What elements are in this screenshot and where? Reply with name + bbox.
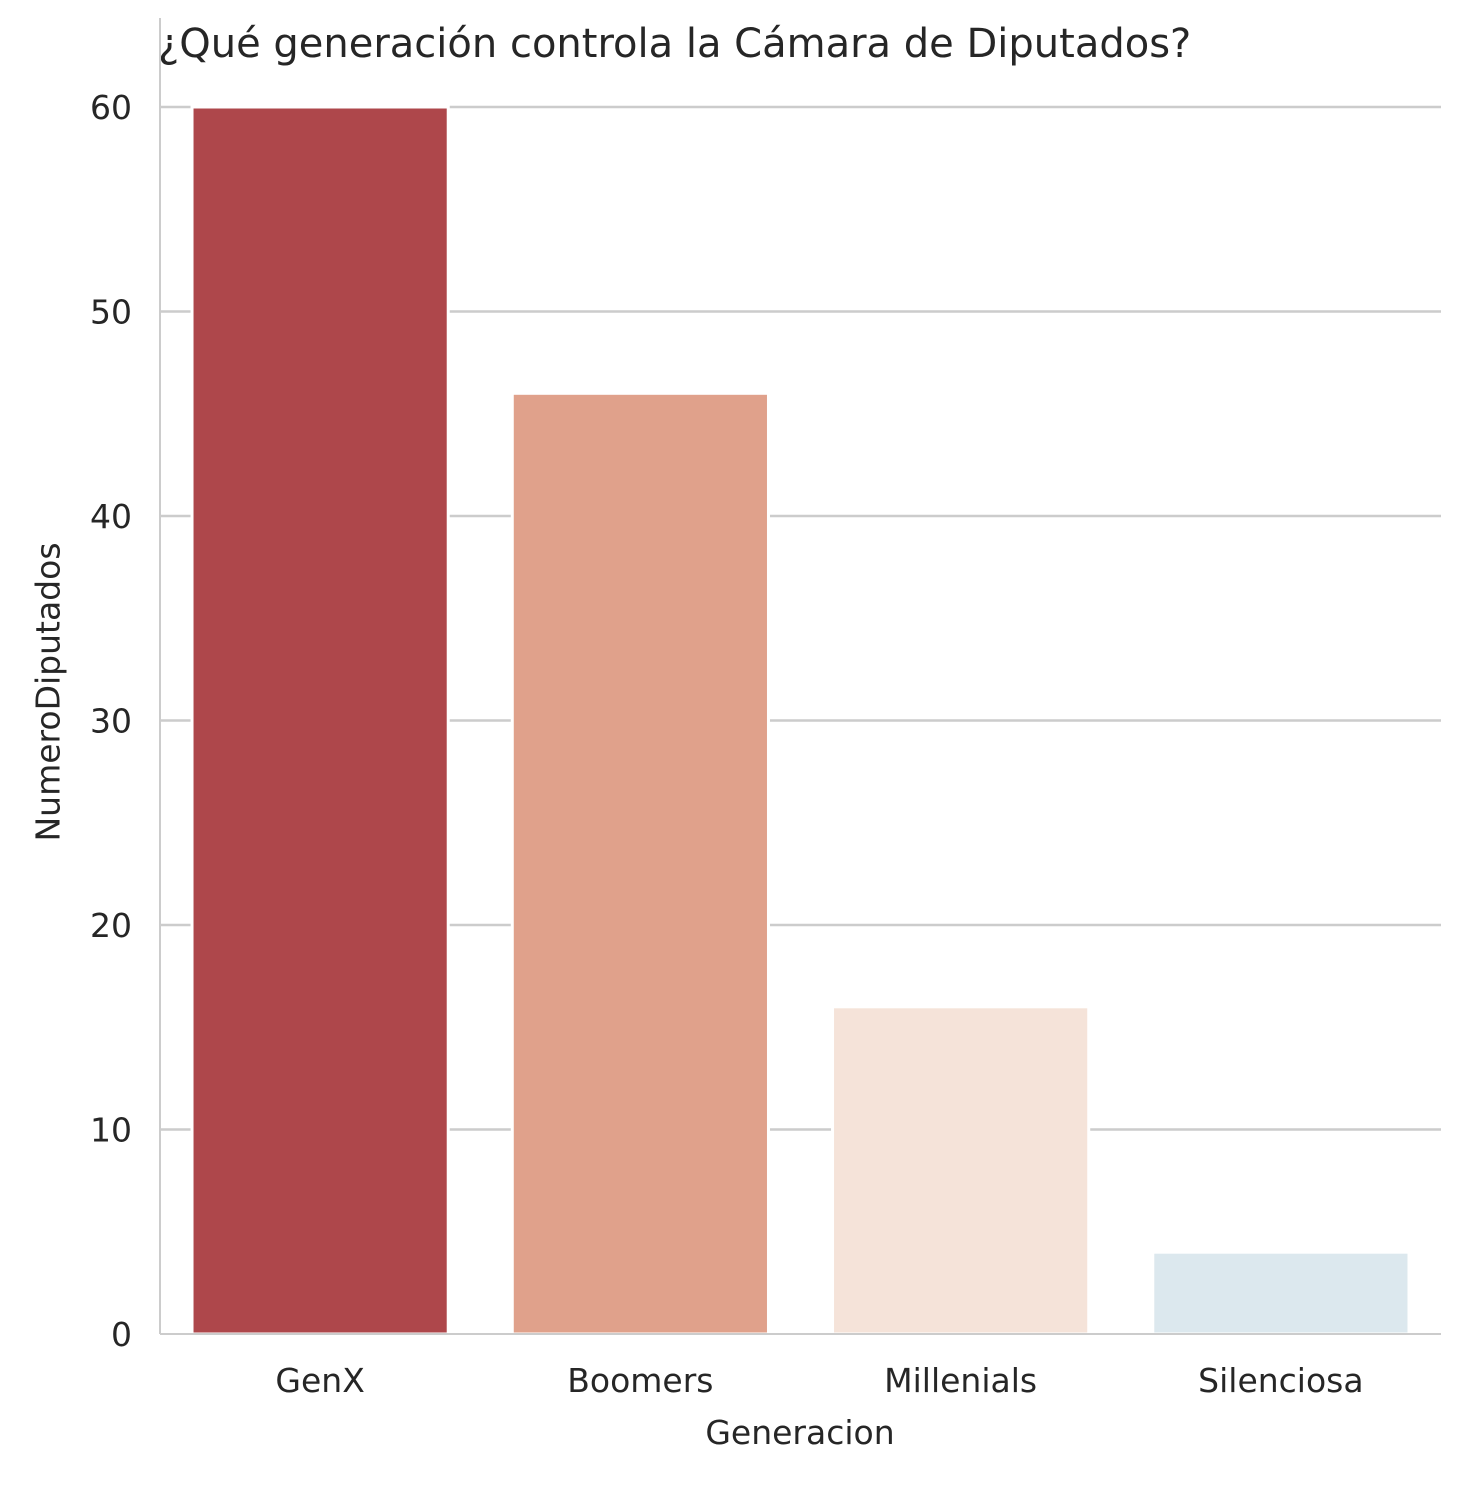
y-tick-label: 0 [111, 1315, 132, 1354]
y-tick-label: 10 [90, 1111, 132, 1150]
y-tick-label: 50 [90, 293, 132, 332]
axes [159, 18, 1441, 1335]
x-tick-label: GenX [275, 1361, 364, 1400]
bar-boomers [510, 391, 770, 1336]
y-tick-label: 60 [90, 88, 132, 127]
bars [190, 105, 1411, 1336]
x-tick-label: Millenials [884, 1361, 1037, 1400]
x-axis-label: Generacion [705, 1413, 895, 1452]
y-tick-label: 30 [90, 702, 132, 741]
y-tick-label: 40 [90, 497, 132, 536]
bar-silenciosa [1151, 1250, 1411, 1336]
bar-millenials [831, 1005, 1091, 1336]
bar-genx [190, 105, 450, 1336]
x-tick-label: Boomers [567, 1361, 713, 1400]
chart-title: ¿Qué generación controla la Cámara de Di… [158, 21, 1192, 67]
x-tick-label: Silenciosa [1198, 1361, 1363, 1400]
y-tick-labels: 0 10 20 30 40 50 60 [90, 88, 132, 1354]
x-tick-labels: GenX Boomers Millenials Silenciosa [275, 1361, 1363, 1400]
y-tick-label: 20 [90, 906, 132, 945]
